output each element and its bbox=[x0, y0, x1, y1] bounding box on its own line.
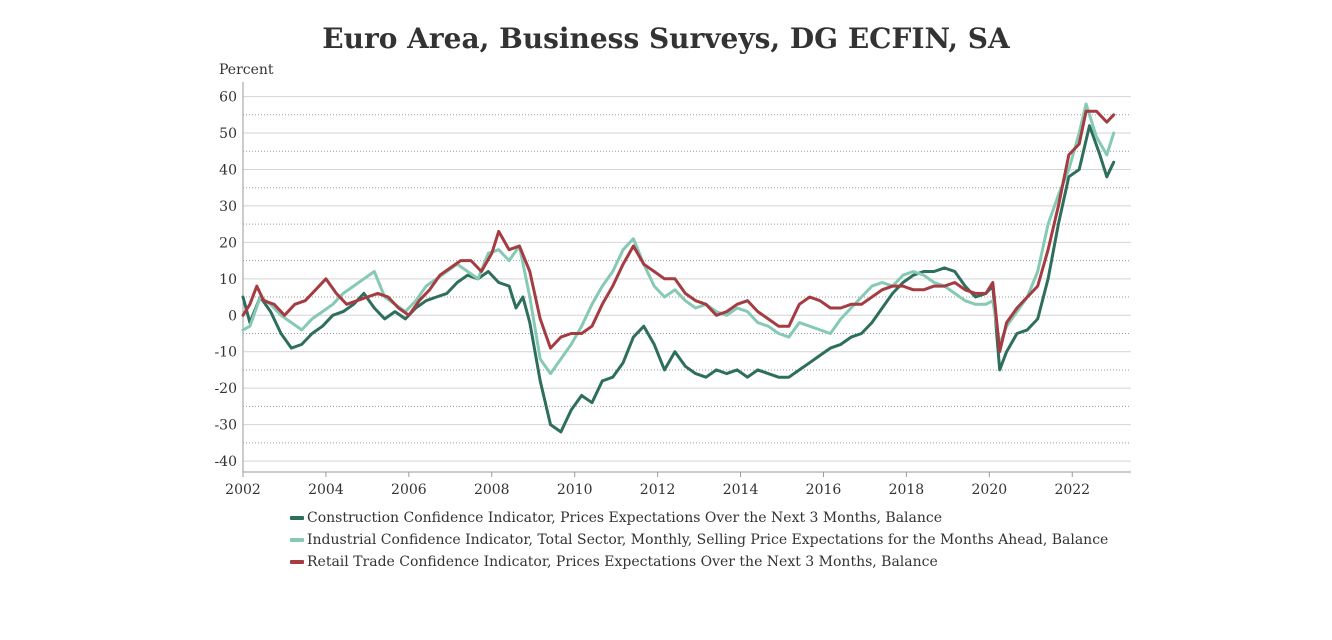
series-lines bbox=[241, 102, 1116, 434]
legend-label: Construction Confidence Indicator, Price… bbox=[307, 510, 943, 526]
x-tick-label: 2022 bbox=[1054, 482, 1090, 498]
gridlines bbox=[243, 96, 1131, 462]
y-axis-unit-label: Percent bbox=[219, 62, 274, 78]
y-tick-label: 10 bbox=[219, 272, 237, 288]
legend-item-industrial: Industrial Confidence Indicator, Total S… bbox=[290, 529, 1108, 551]
legend-swatch bbox=[290, 560, 304, 564]
legend-label: Retail Trade Confidence Indicator, Price… bbox=[307, 554, 938, 570]
legend-swatch bbox=[290, 538, 304, 542]
y-tick-label: 40 bbox=[219, 162, 237, 178]
x-tick-label: 2006 bbox=[391, 482, 427, 498]
y-tick-label: -20 bbox=[214, 381, 237, 397]
axes bbox=[242, 82, 1131, 477]
x-tick-label: 2014 bbox=[723, 482, 759, 498]
legend-item-retail: Retail Trade Confidence Indicator, Price… bbox=[290, 551, 1108, 573]
legend-item-construction: Construction Confidence Indicator, Price… bbox=[290, 507, 1108, 529]
x-tick-label: 2004 bbox=[308, 482, 344, 498]
x-tick-label: 2018 bbox=[889, 482, 925, 498]
y-tick-label: -30 bbox=[214, 418, 237, 434]
y-tick-label: 50 bbox=[219, 126, 237, 142]
y-tick-label: 60 bbox=[219, 90, 237, 106]
legend-swatch bbox=[290, 516, 304, 520]
y-tick-label: 0 bbox=[228, 308, 237, 324]
x-tick-label: 2020 bbox=[972, 482, 1008, 498]
y-tick-label: -40 bbox=[214, 454, 237, 470]
legend-label: Industrial Confidence Indicator, Total S… bbox=[307, 532, 1109, 548]
x-tick-label: 2010 bbox=[557, 482, 593, 498]
y-tick-label: 30 bbox=[219, 199, 237, 215]
x-tick-label: 2016 bbox=[806, 482, 842, 498]
series-line-1 bbox=[241, 102, 1116, 376]
x-tick-label: 2002 bbox=[225, 482, 261, 498]
series-line-2 bbox=[241, 109, 1116, 354]
y-tick-label: 20 bbox=[219, 235, 237, 251]
y-tick-label: -10 bbox=[214, 345, 237, 361]
chart-title: Euro Area, Business Surveys, DG ECFIN, S… bbox=[322, 22, 1010, 55]
series-line-0 bbox=[241, 124, 1116, 434]
legend: Construction Confidence Indicator, Price… bbox=[290, 507, 1108, 573]
x-tick-label: 2012 bbox=[640, 482, 676, 498]
x-tick-label: 2008 bbox=[474, 482, 510, 498]
